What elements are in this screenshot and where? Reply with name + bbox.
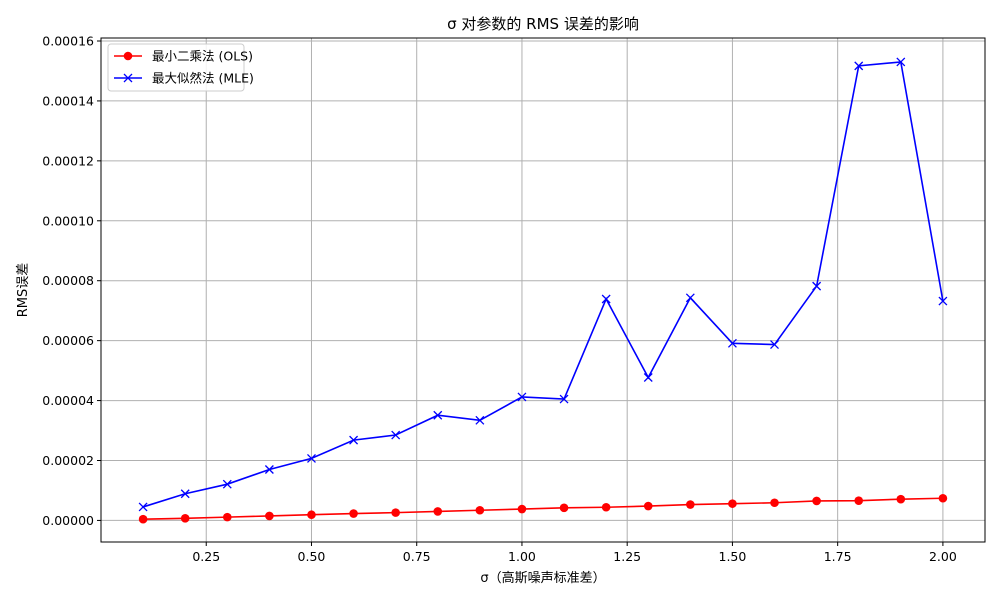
x-tick-label: 1.50 (719, 549, 747, 564)
legend-marker (123, 51, 133, 61)
ols-data-point (138, 514, 148, 524)
y-tick-label: 0.00004 (42, 393, 94, 408)
series-layer (138, 57, 948, 524)
ols-data-point (475, 505, 485, 515)
ols-data-point (307, 510, 316, 520)
y-tick-label: 0.00012 (42, 153, 94, 168)
ols-data-point (686, 500, 695, 509)
ols-data-point (812, 496, 821, 506)
ols-data-point (938, 493, 948, 503)
mle-data-point (391, 430, 401, 440)
mle-data-point (770, 340, 779, 349)
x-tick-label: 1.00 (508, 549, 536, 564)
y-tick-label: 0.00006 (42, 333, 94, 348)
ols-data-point (601, 502, 611, 512)
mle-data-point (601, 294, 611, 304)
chart-title: σ 对参数的 RMS 误差的影响 (447, 15, 639, 33)
grid-lines (101, 38, 985, 542)
x-tick-label: 0.75 (403, 549, 431, 564)
legend-label: 最小二乘法 (OLS) (152, 49, 253, 64)
legend: 最小二乘法 (OLS) 最大似然法 (MLE) (107, 43, 254, 92)
x-tick-label: 0.50 (298, 549, 326, 564)
legend-entry: 最大似然法 (MLE) (114, 71, 254, 86)
ols-data-point (222, 512, 232, 522)
x-tick-label: 0.25 (192, 549, 220, 564)
y-tick-label: 0.00008 (42, 273, 94, 288)
legend-marker (123, 73, 133, 83)
x-tick-label: 1.75 (824, 549, 852, 564)
ols-data-point (854, 496, 864, 505)
series-line-mle (142, 61, 944, 508)
mle-data-point (433, 410, 443, 420)
ols-data-point (559, 503, 569, 513)
ols-data-point (728, 499, 737, 508)
y-tick-label: 0.00014 (42, 93, 94, 108)
y-tick-label: 0.00010 (42, 213, 94, 228)
ols-data-point (517, 504, 527, 514)
mle-data-point (685, 293, 695, 303)
x-axis-title: σ（高斯噪声标准差） (480, 570, 605, 586)
plot-frame (100, 37, 986, 543)
mle-data-point (643, 373, 653, 382)
x-tick-label: 2.00 (929, 549, 957, 564)
legend-label: 最大似然法 (MLE) (152, 71, 254, 86)
ols-data-point (896, 494, 906, 504)
mle-data-point (349, 435, 359, 445)
mle-data-point (222, 479, 232, 489)
x-tick-label: 1.25 (613, 549, 641, 564)
y-axis-title: RMS误差 (16, 263, 31, 318)
mle-data-point (727, 338, 737, 348)
mle-data-point (475, 415, 485, 425)
ols-data-point (643, 501, 653, 511)
mle-data-point (896, 57, 906, 67)
legend-entry: 最小二乘法 (OLS) (114, 49, 253, 64)
mle-data-point (559, 394, 569, 404)
y-tick-label: 0.00016 (42, 33, 94, 48)
y-tick-label: 0.00002 (42, 453, 94, 468)
mle-data-point (854, 61, 864, 71)
y-tick-label: 0.00000 (42, 513, 94, 528)
axis-ticks: 0.25 0.50 0.75 1.00 1.25 1.50 1.75 2.00 0.00000 0… (42, 33, 957, 564)
ols-data-point (433, 507, 443, 516)
mle-data-point (264, 465, 274, 474)
mle-data-point (138, 502, 148, 512)
mle-data-point (180, 489, 190, 499)
ols-data-point (391, 508, 400, 517)
ols-data-point (180, 514, 190, 523)
ols-data-point (265, 511, 274, 521)
mle-data-point (812, 281, 822, 291)
series-line-ols (143, 497, 943, 521)
ols-data-point (770, 498, 779, 508)
mle-data-point (938, 296, 948, 306)
mle-data-point (517, 392, 527, 402)
mle-data-point (307, 453, 316, 463)
ols-data-point (349, 509, 358, 518)
